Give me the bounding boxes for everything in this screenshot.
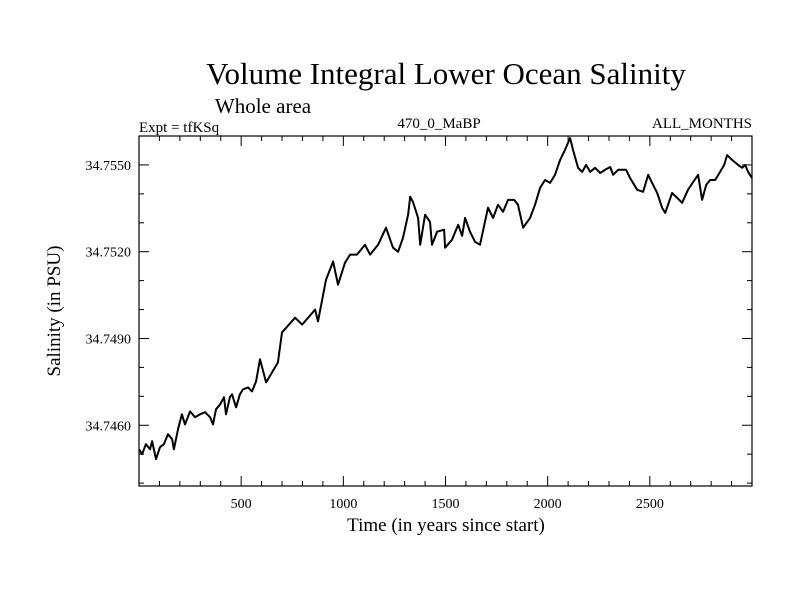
y-tick-label: 34.7490 (86, 332, 132, 347)
series-line-salinity (138, 137, 753, 461)
y-axis-label: Salinity (in PSU) (44, 246, 65, 377)
axis-ticks (139, 136, 752, 486)
x-axis-label: Time (in years since start) (347, 515, 545, 536)
x-tick-label: 1500 (432, 497, 460, 512)
plot-frame (138, 135, 753, 487)
series-layer (138, 137, 753, 461)
annotation-months: ALL_MONTHS (652, 116, 752, 132)
annotation-period: 470_0_MaBP (397, 116, 480, 132)
chart-title: Volume Integral Lower Ocean Salinity (206, 56, 686, 91)
y-tick-label: 34.7460 (86, 419, 132, 434)
x-tick-label: 2500 (636, 497, 664, 512)
x-tick-label: 2000 (534, 497, 562, 512)
x-tick-label: 1000 (329, 497, 357, 512)
y-tick-label: 34.7550 (86, 159, 132, 174)
x-tick-label: 500 (231, 497, 252, 512)
annotation-experiment: Expt = tfKSq (139, 120, 220, 136)
y-tick-labels: 34.7460 34.7490 34.7520 34.7550 (86, 159, 132, 434)
x-tick-labels: 500 1000 1500 2000 2500 (231, 497, 664, 512)
y-tick-label: 34.7520 (86, 246, 132, 261)
chart-subtitle: Whole area (215, 94, 312, 118)
